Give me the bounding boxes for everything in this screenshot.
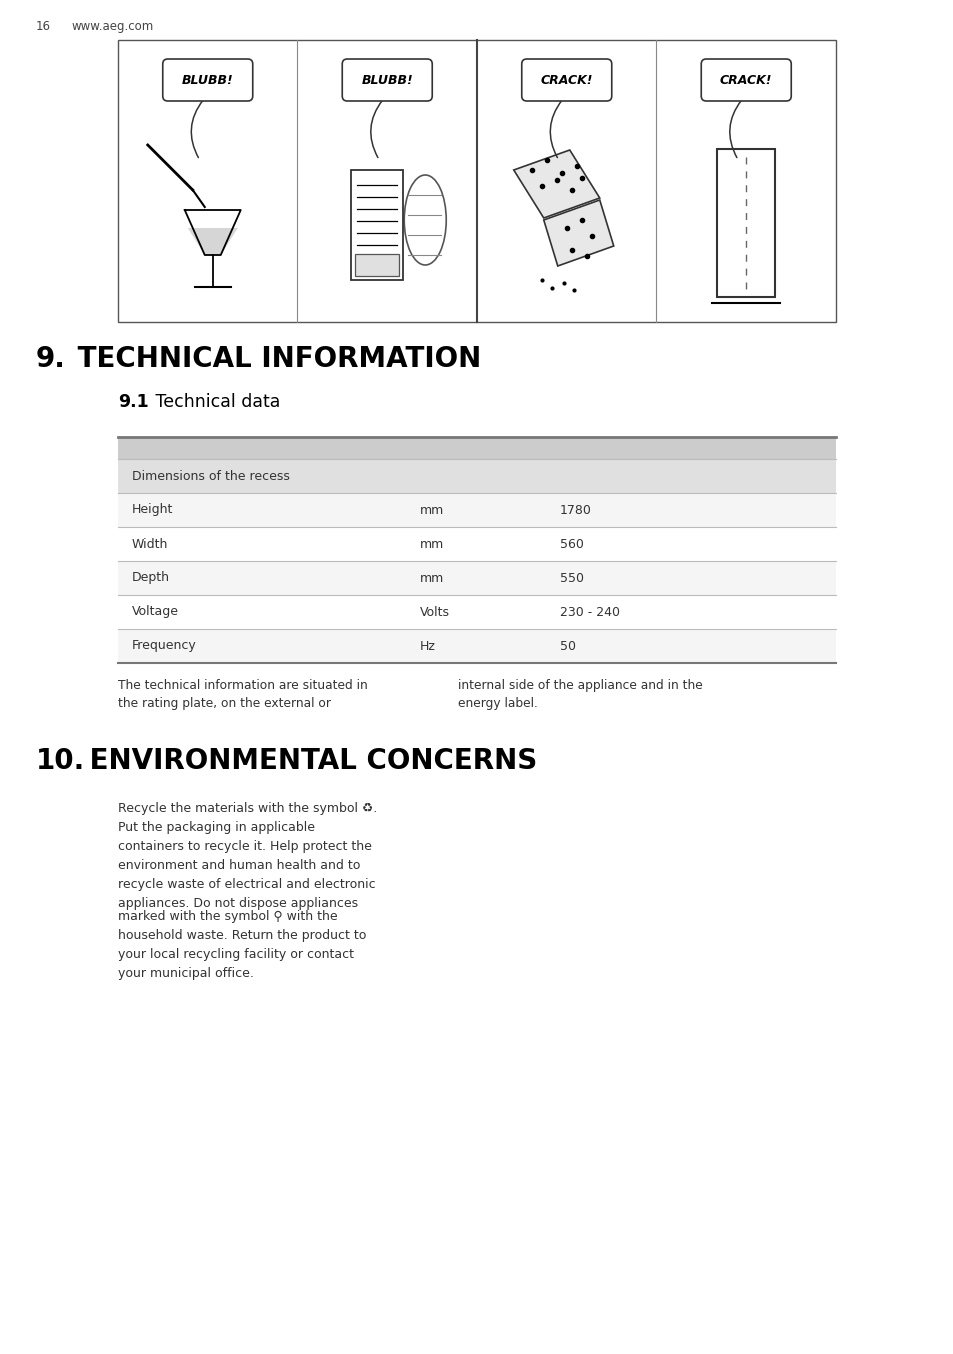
Text: 50: 50	[559, 639, 576, 653]
Text: mm: mm	[419, 538, 444, 551]
Text: 550: 550	[559, 571, 583, 585]
Bar	[118, 527, 835, 561]
Text: Depth: Depth	[132, 571, 170, 585]
Bar	[351, 171, 403, 280]
Bar	[118, 437, 835, 459]
Text: mm: mm	[419, 504, 444, 516]
Text: 9.1: 9.1	[118, 393, 149, 412]
Polygon shape	[514, 150, 599, 218]
Text: Width: Width	[132, 538, 168, 551]
Text: ENVIRONMENTAL CONCERNS: ENVIRONMENTAL CONCERNS	[80, 747, 537, 774]
Text: Height: Height	[132, 504, 173, 516]
Text: TECHNICAL INFORMATION: TECHNICAL INFORMATION	[68, 345, 480, 372]
Bar	[355, 255, 399, 276]
Text: BLUBB!: BLUBB!	[361, 73, 413, 87]
Bar	[118, 41, 835, 322]
FancyBboxPatch shape	[342, 60, 432, 102]
Text: CRACK!: CRACK!	[720, 73, 772, 87]
Bar	[118, 594, 835, 630]
Text: Voltage: Voltage	[132, 605, 179, 619]
Text: Hz: Hz	[419, 639, 436, 653]
Text: Dimensions of the recess: Dimensions of the recess	[132, 470, 290, 482]
Polygon shape	[543, 200, 613, 265]
Bar	[118, 561, 835, 594]
Text: 9.: 9.	[36, 345, 66, 372]
Text: Recycle the materials with the symbol ♻.
Put the packaging in applicable
contain: Recycle the materials with the symbol ♻.…	[118, 802, 376, 910]
Text: 230 - 240: 230 - 240	[559, 605, 619, 619]
Text: mm: mm	[419, 571, 444, 585]
Text: BLUBB!: BLUBB!	[182, 73, 233, 87]
Text: Technical data: Technical data	[150, 393, 280, 412]
Text: 10.: 10.	[36, 747, 85, 774]
Text: www.aeg.com: www.aeg.com	[71, 20, 154, 32]
Text: 1780: 1780	[559, 504, 591, 516]
Text: CRACK!: CRACK!	[540, 73, 593, 87]
Text: 560: 560	[559, 538, 583, 551]
Bar	[118, 630, 835, 663]
Text: The technical information are situated in
the rating plate, on the external or: The technical information are situated i…	[118, 678, 367, 711]
Text: marked with the symbol ⚲ with the
household waste. Return the product to
your lo: marked with the symbol ⚲ with the househ…	[118, 910, 366, 980]
Bar	[118, 493, 835, 527]
FancyBboxPatch shape	[700, 60, 790, 102]
FancyBboxPatch shape	[521, 60, 611, 102]
FancyBboxPatch shape	[163, 60, 253, 102]
Text: Volts: Volts	[419, 605, 450, 619]
Bar	[118, 459, 835, 493]
Text: internal side of the appliance and in the
energy label.: internal side of the appliance and in th…	[457, 678, 702, 711]
Text: Frequency: Frequency	[132, 639, 196, 653]
Text: 16: 16	[36, 20, 51, 32]
Bar	[717, 149, 775, 297]
Polygon shape	[188, 227, 237, 255]
Ellipse shape	[404, 175, 446, 265]
